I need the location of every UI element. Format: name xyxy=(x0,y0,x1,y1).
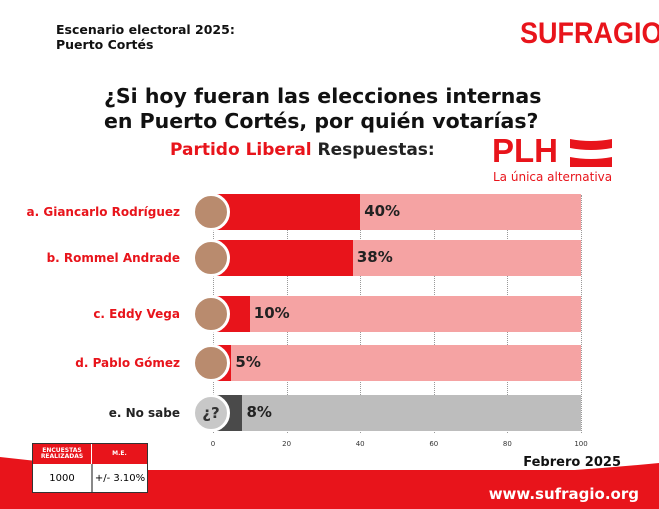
candidate-avatar xyxy=(192,193,230,231)
category-label: a. Giancarlo Rodríguez xyxy=(26,205,180,219)
margin-value: +/- 3.10% xyxy=(94,472,146,484)
x-tick-label: 20 xyxy=(282,440,292,448)
subtitle: Partido Liberal Respuestas: xyxy=(170,140,435,160)
bar-background xyxy=(213,345,581,381)
date-label: Febrero 2025 xyxy=(523,455,621,470)
surveys-value: 1000 xyxy=(33,464,93,492)
candidate-avatar: ¿? xyxy=(192,394,230,432)
header-title: Escenario electoral 2025: Puerto Cortés xyxy=(56,22,235,52)
data-label: 8% xyxy=(246,403,272,421)
bar xyxy=(213,194,361,230)
party-name: Partido Liberal xyxy=(170,140,312,160)
gridline xyxy=(581,195,582,433)
plh-logo: PLH xyxy=(492,132,558,169)
party-tagline: La única alternativa xyxy=(493,170,613,184)
category-label: c. Eddy Vega xyxy=(93,307,180,321)
x-tick-label: 40 xyxy=(355,440,365,448)
data-label: 38% xyxy=(356,248,393,266)
question-line1: ¿Si hoy fueran las elecciones internas xyxy=(104,84,542,108)
header-line1: Escenario electoral 2025: xyxy=(56,22,235,37)
category-label: e. No sabe xyxy=(108,406,180,420)
question-line2: en Puerto Cortés, por quién votarías? xyxy=(104,109,539,133)
subtitle-rest: Respuestas: xyxy=(311,140,435,160)
flag-icon xyxy=(570,139,612,167)
candidate-avatar xyxy=(192,295,230,333)
question-title: ¿Si hoy fueran las elecciones internas en… xyxy=(104,84,541,134)
x-tick-label: 80 xyxy=(502,440,512,448)
bar-background xyxy=(213,395,581,431)
x-tick-label: 0 xyxy=(210,440,216,448)
candidate-avatar xyxy=(192,344,230,382)
header-surveys: ENCUESTAS REALIZADAS xyxy=(33,444,92,464)
category-label: b. Rommel Andrade xyxy=(46,251,180,265)
sufragio-logo: SUFRAGIO xyxy=(520,16,659,50)
header-margin: M.E. xyxy=(92,444,147,464)
survey-table: ENCUESTAS REALIZADAS M.E. 1000 +/- 3.10% xyxy=(32,443,148,493)
x-tick-label: 60 xyxy=(429,440,439,448)
bar-background xyxy=(213,296,581,332)
x-tick-label: 100 xyxy=(574,440,588,448)
data-label: 40% xyxy=(364,202,401,220)
header-line2: Puerto Cortés xyxy=(56,37,154,52)
category-label: d. Pablo Gómez xyxy=(75,356,180,370)
website-link[interactable]: www.sufragio.org xyxy=(488,485,639,503)
data-label: 10% xyxy=(253,304,290,322)
data-label: 5% xyxy=(235,353,261,371)
candidate-avatar xyxy=(192,239,230,277)
bar xyxy=(213,240,353,276)
